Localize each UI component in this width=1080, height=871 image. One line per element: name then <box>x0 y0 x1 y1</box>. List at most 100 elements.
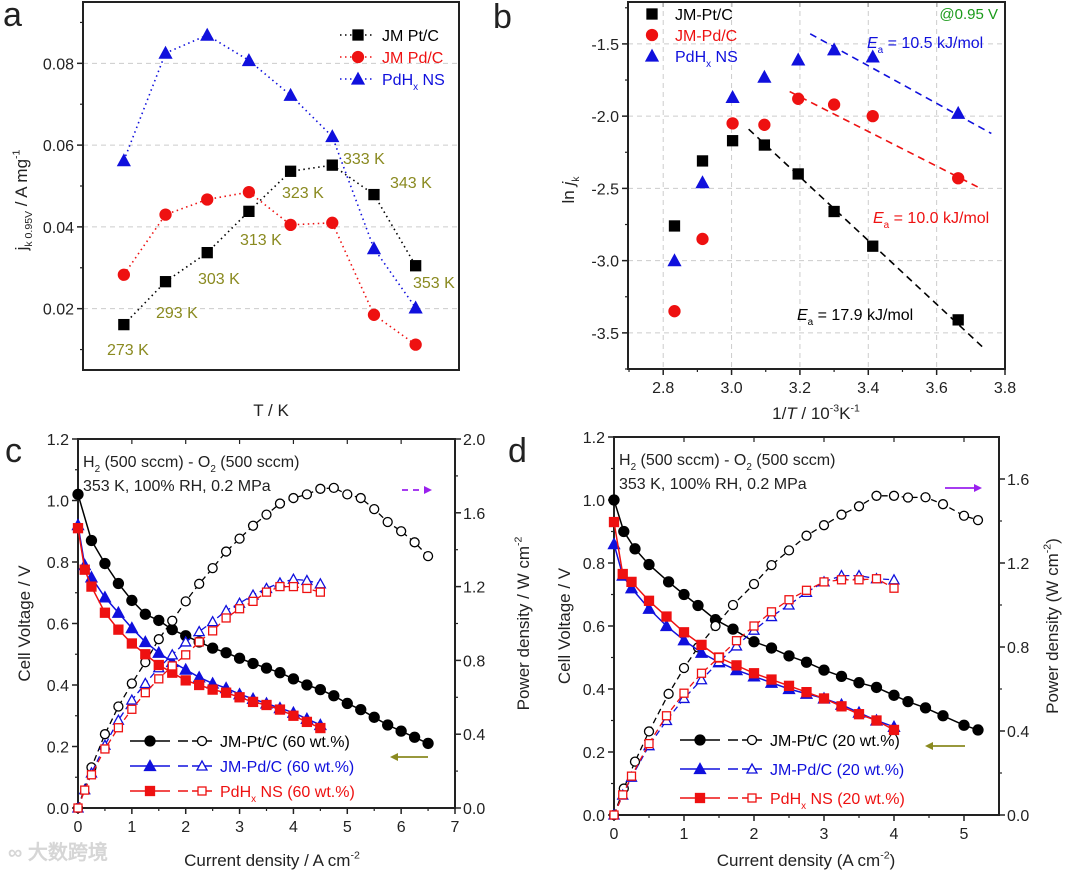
data-point <box>326 159 338 171</box>
power-point <box>275 581 285 592</box>
data-point <box>827 42 842 56</box>
temperature-label: 343 K <box>390 175 432 192</box>
legend-marker <box>745 762 759 774</box>
y-axis-title: jk 0.95V / A mg-1 <box>10 149 35 251</box>
voltage-point <box>607 537 621 550</box>
power-point <box>710 620 721 632</box>
power-point <box>902 492 914 503</box>
x-axis-title-part: Current density / A cm <box>184 851 350 870</box>
power-point <box>113 723 124 733</box>
data-point <box>158 45 173 59</box>
legend-label-part: JM Pd/C <box>382 50 443 67</box>
y-axis-title-text: Cell Voltage / V <box>555 567 574 684</box>
power-point <box>679 688 689 698</box>
voltage-point <box>678 588 690 601</box>
condition-gas-part: 2 <box>95 464 101 475</box>
legend-label-part: x <box>706 59 711 70</box>
power-point <box>287 572 300 584</box>
power-point <box>220 604 233 616</box>
data-point <box>725 90 740 104</box>
data-point <box>118 318 130 331</box>
data-point <box>241 53 257 67</box>
data-point <box>696 232 709 246</box>
legend-label-part: JM-Pt/C (20 wt.%) <box>770 733 900 750</box>
x-axis-title-part: / 10 <box>797 404 830 423</box>
power-line <box>77 578 321 809</box>
power-point <box>661 711 672 721</box>
x-axis-title-part: T <box>786 404 798 423</box>
temperature-label: 323 K <box>282 185 324 202</box>
y-tick-label: 0.6 <box>583 619 605 636</box>
voltage-point <box>662 576 675 588</box>
power-point <box>836 575 847 585</box>
voltage-point <box>126 594 138 607</box>
voltage-point <box>678 627 690 638</box>
power-point <box>139 677 152 689</box>
plot-frame <box>82 1 460 371</box>
power-point <box>180 596 191 607</box>
power-point <box>618 790 628 800</box>
power-point <box>125 693 138 705</box>
y-axis-title-text-part: Cell Voltage / V <box>15 565 34 682</box>
x-axis-title-part: -3 <box>830 402 840 414</box>
panel-letter-c-part: c <box>5 432 22 470</box>
condition-gas: H2 (500 sccm) - O2 (500 sccm) <box>619 452 835 473</box>
y-axis-title-text-part: / A mg <box>12 159 31 211</box>
power-point <box>207 563 218 574</box>
legend-label-part: PdH <box>382 72 413 89</box>
y-tick-label: -3.5 <box>591 326 619 343</box>
voltage-point <box>220 647 232 659</box>
data-point <box>409 260 422 272</box>
panel-letter-d: d <box>508 432 527 470</box>
power-point <box>663 688 674 699</box>
power-point <box>193 625 206 637</box>
voltage-point <box>617 568 628 580</box>
voltage-point <box>98 590 112 603</box>
y-tick-label: 0.8 <box>583 556 605 573</box>
legend-label: JM-Pt/C (60 wt.%) <box>220 734 350 751</box>
legend-label: JM-Pt/C <box>675 7 733 24</box>
condition-label: @0.95 V <box>939 6 998 23</box>
y-tick-label: -2.5 <box>591 181 619 198</box>
voltage-point <box>608 494 620 506</box>
legend-marker <box>196 735 208 747</box>
data-point <box>667 253 682 267</box>
series-jm-pt-c-20-wt- <box>608 490 984 821</box>
data-point <box>284 218 297 231</box>
activation-energy-label: Ea = 10.5 kJ/mol <box>867 35 983 56</box>
x-tick-label: 4 <box>890 826 899 843</box>
legend-label: JM Pd/C <box>382 50 443 67</box>
y-tick-label: 0.4 <box>47 678 69 695</box>
x-tick-label: 3.6 <box>926 380 948 397</box>
left-arrow-icon <box>390 753 398 761</box>
power-point <box>677 692 691 704</box>
y-tick-label: 1.0 <box>47 494 69 511</box>
legend-marker <box>352 29 364 41</box>
legend-marker <box>350 71 366 85</box>
legend-marker <box>746 734 758 746</box>
temperature-label: 293 K <box>156 305 198 322</box>
legend-marker <box>195 759 209 771</box>
voltage-point <box>126 638 138 649</box>
voltage-point <box>618 525 630 538</box>
power-point <box>695 673 708 685</box>
power-point <box>248 596 258 607</box>
series-line <box>123 191 417 346</box>
condition-gas-part: 2 <box>631 462 637 473</box>
x-tick-label: 1 <box>127 819 136 836</box>
voltage-point <box>79 564 90 575</box>
activation-energy-label-part: a <box>884 220 890 231</box>
power-point <box>920 492 931 503</box>
y2-tick-label: 0.4 <box>463 727 485 744</box>
condition-cell: 353 K, 100% RH, 0.2 MPa <box>619 476 807 493</box>
y2-tick-label: 1.6 <box>1007 472 1029 489</box>
power-point <box>395 526 407 537</box>
legend-label: PdHx NS (20 wt.%) <box>770 791 905 812</box>
x-axis-title: 1/T / 10-3K-1 <box>772 402 860 423</box>
data-point <box>200 27 215 41</box>
data-point <box>952 314 964 326</box>
legend-label: JM-Pt/C (20 wt.%) <box>770 733 900 750</box>
data-point <box>726 135 739 147</box>
power-point <box>422 551 434 562</box>
y-axis-title: ln jk <box>559 176 582 204</box>
